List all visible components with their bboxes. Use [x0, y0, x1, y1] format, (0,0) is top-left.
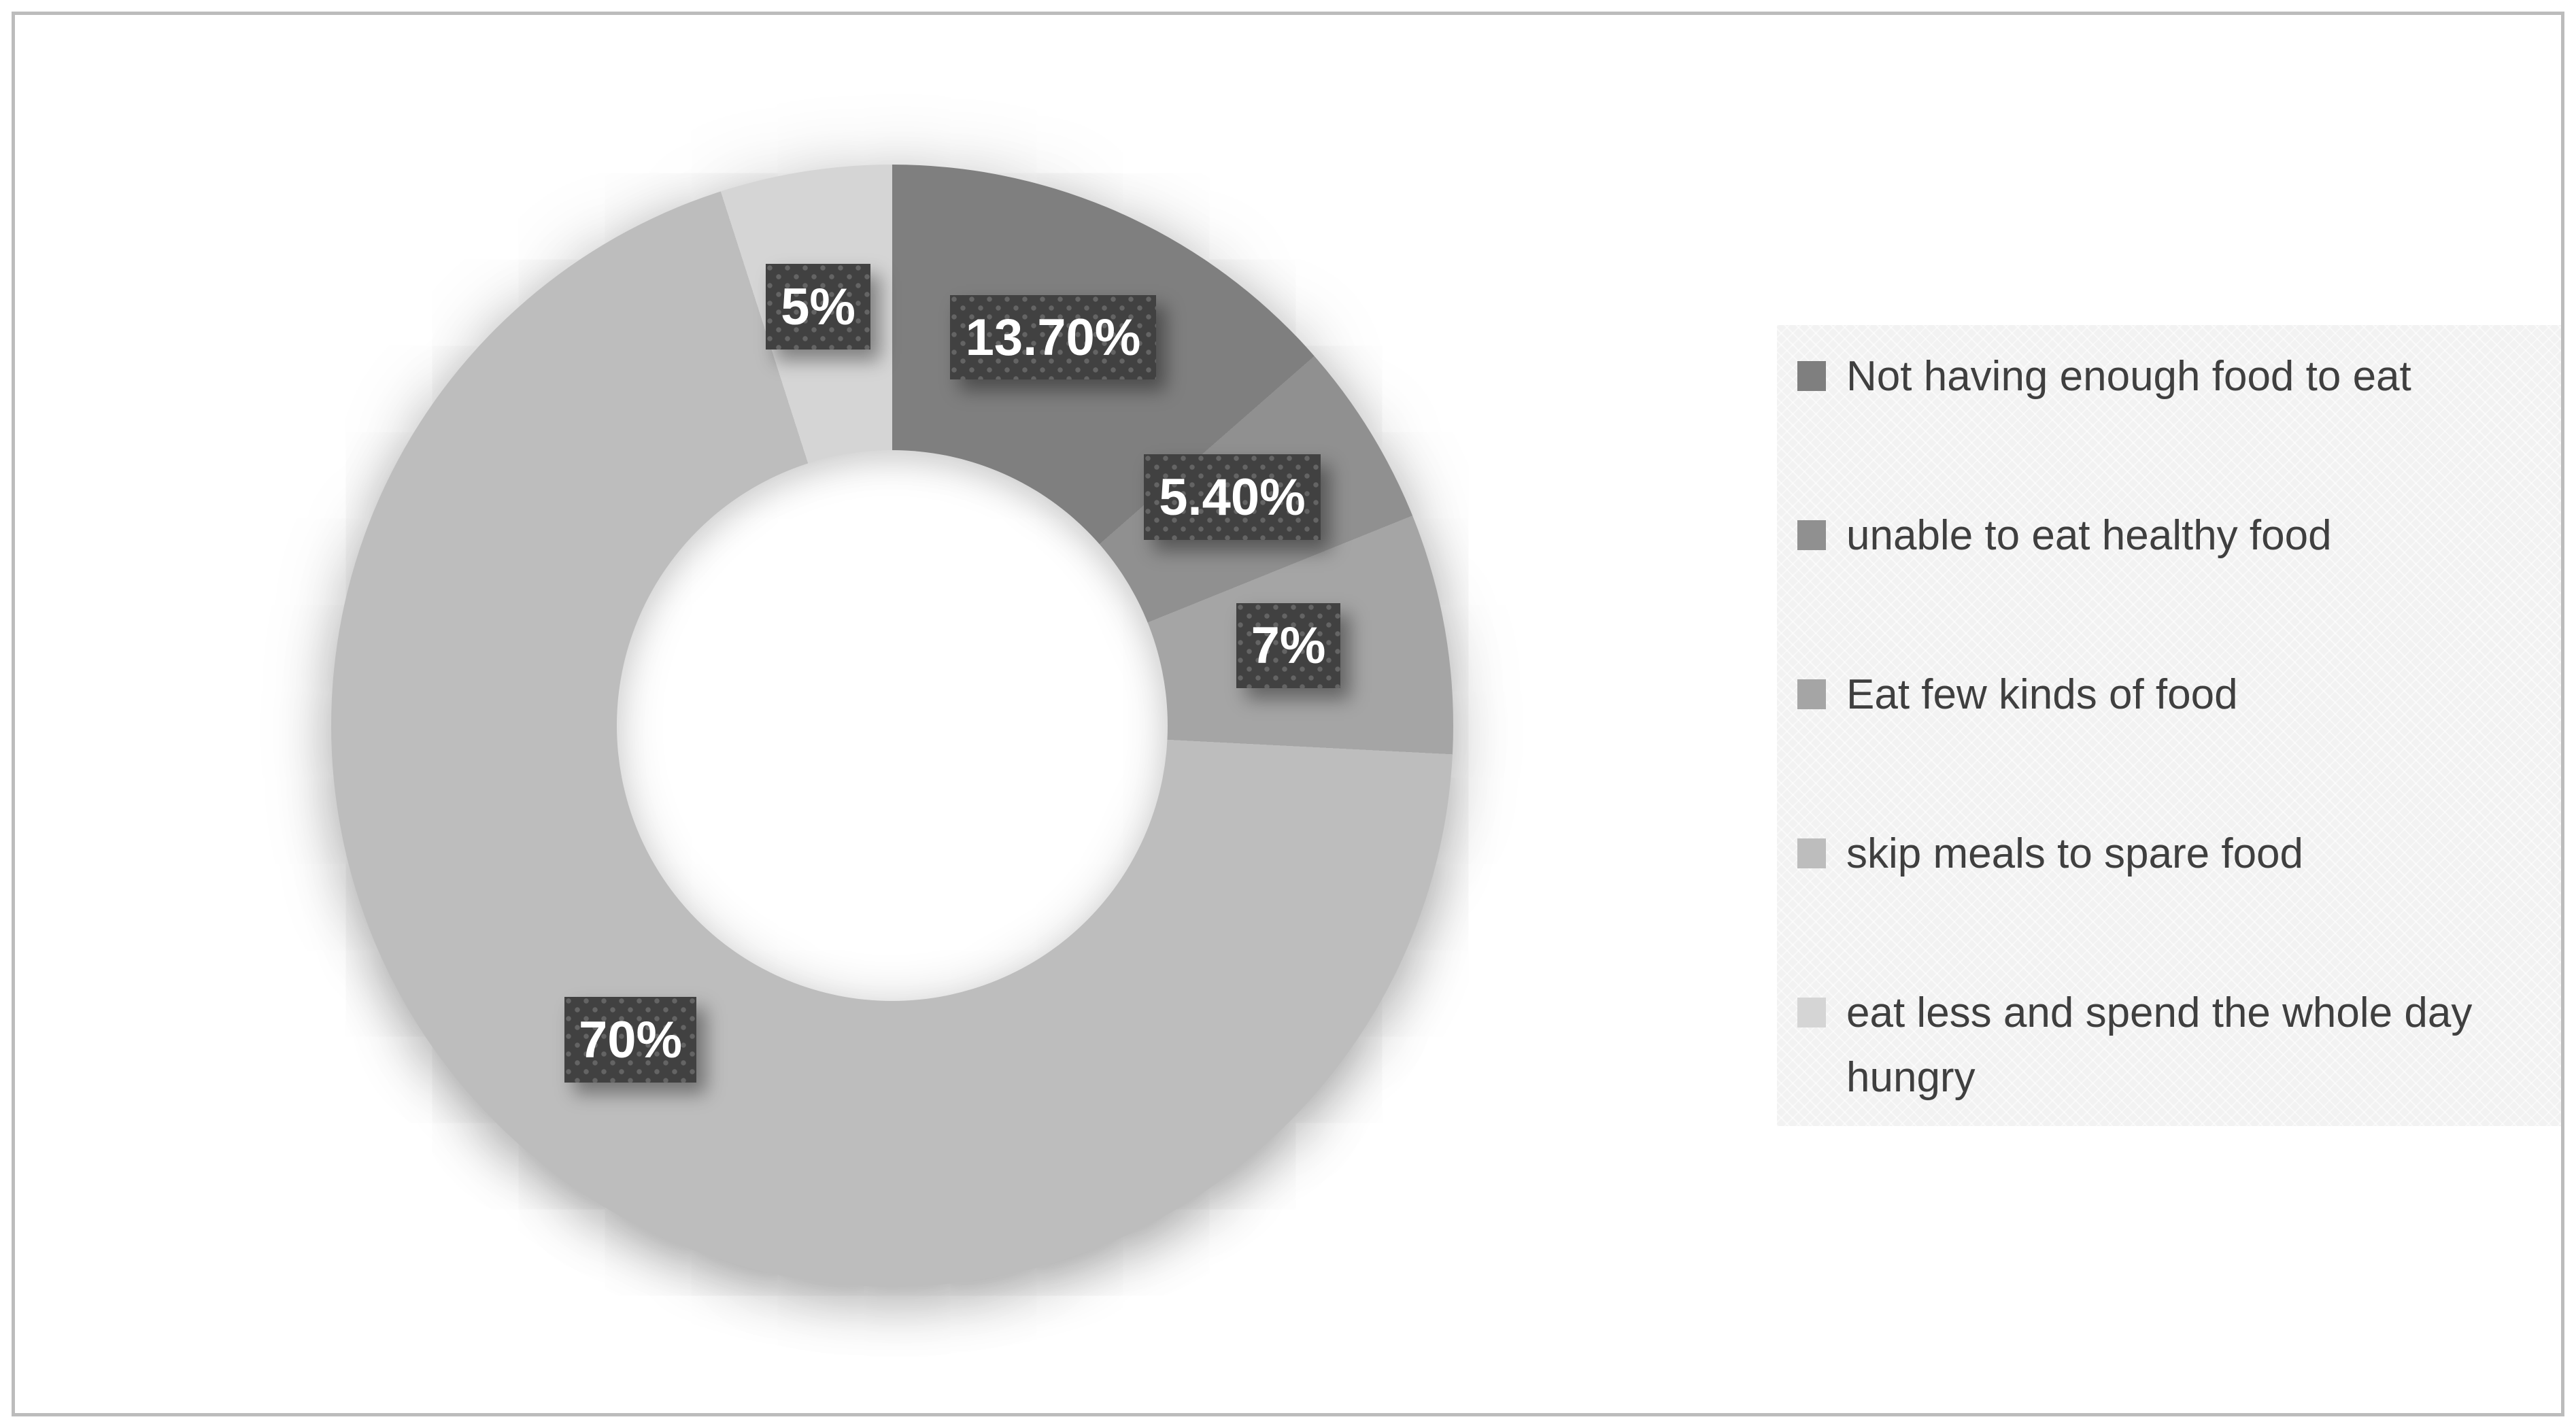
data-label-eat-less-hungry: 5%	[766, 264, 870, 350]
data-label-skip-meals: 70%	[564, 997, 696, 1083]
legend-swatch-icon	[1797, 520, 1826, 550]
legend-swatch-icon	[1797, 838, 1826, 868]
legend-swatch-icon	[1797, 361, 1826, 391]
legend-item-label: eat less and spend the whole day hungry	[1846, 989, 2473, 1101]
legend-item-label: Not having enough food to eat	[1846, 353, 2411, 400]
legend-item-label: skip meals to spare food	[1846, 830, 2304, 877]
data-label-text: 7%	[1251, 617, 1326, 675]
legend-item-label: Eat few kinds of food	[1846, 671, 2238, 718]
legend-item-unable-to-eat-healthy: unable to eat healthy food	[1797, 503, 2547, 568]
data-label-not-having-enough-food: 13.70%	[950, 295, 1156, 379]
data-label-eat-few-kinds: 7%	[1236, 603, 1340, 688]
data-label-text: 70%	[578, 1010, 683, 1069]
data-label-unable-to-eat-healthy: 5.40%	[1144, 454, 1321, 540]
donut-chart: 13.70% 5.40% 7% 70% 5%	[331, 165, 1453, 1287]
legend-item-eat-few-kinds: Eat few kinds of food	[1797, 662, 2547, 727]
legend-swatch-icon	[1797, 998, 1826, 1027]
donut-hole	[617, 450, 1168, 1001]
legend-item-eat-less-hungry: eat less and spend the whole day hungry	[1797, 981, 2547, 1110]
legend-item-label: unable to eat healthy food	[1846, 512, 2332, 559]
data-label-text: 13.70%	[965, 308, 1141, 367]
figure-frame: 13.70% 5.40% 7% 70% 5% Not having enough…	[12, 12, 2564, 1416]
data-label-text: 5%	[781, 277, 855, 336]
legend-item-skip-meals: skip meals to spare food	[1797, 821, 2547, 886]
legend: Not having enough food to eat unable to …	[1777, 325, 2561, 1126]
legend-swatch-icon	[1797, 679, 1826, 709]
data-label-text: 5.40%	[1159, 468, 1306, 526]
legend-item-not-having-enough-food: Not having enough food to eat	[1797, 344, 2547, 409]
